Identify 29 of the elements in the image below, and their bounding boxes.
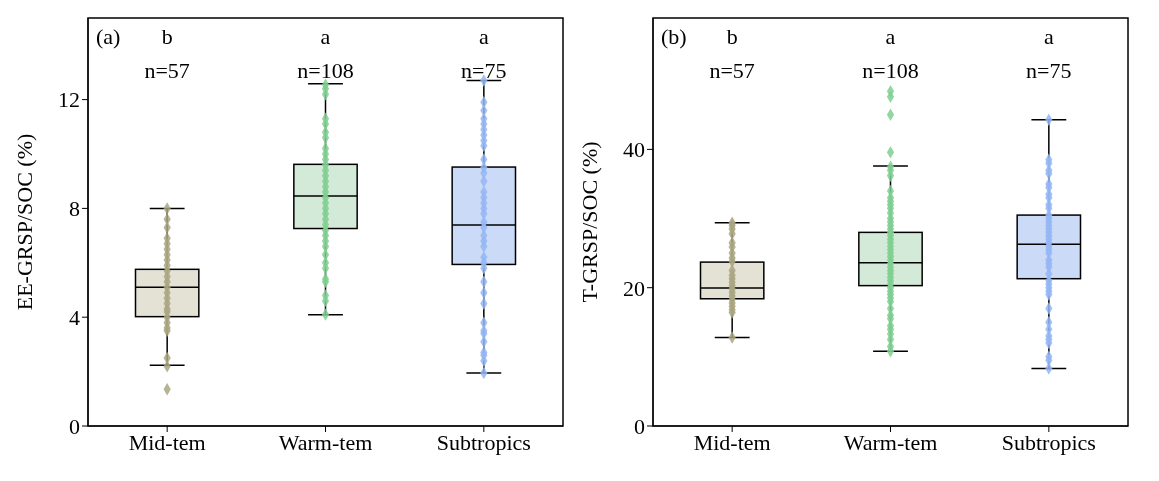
annotation: n=75	[461, 58, 507, 83]
annotation: (b)	[661, 24, 687, 49]
y-tick-label: 4	[69, 305, 80, 331]
x-tick-label: Warm-tem	[278, 429, 373, 455]
annotation: a	[478, 24, 489, 49]
y-tick-label: 12	[58, 87, 80, 113]
annotation: n=108	[297, 58, 354, 83]
x-tick-label: Mid-tem	[693, 429, 771, 455]
annotation: n=57	[709, 58, 755, 83]
y-axis-title: EE-GRSP/SOC (%)	[12, 133, 37, 311]
y-tick-label: 8	[69, 196, 80, 222]
x-tick-label: Subtropics	[436, 429, 531, 455]
annotation: b	[161, 24, 173, 49]
annotation: a	[320, 24, 331, 49]
annotation: n=108	[862, 58, 919, 83]
annotation: n=57	[144, 58, 190, 83]
y-tick-label: 0	[634, 413, 645, 439]
y-tick-label: 0	[69, 413, 80, 439]
annotation: (a)	[96, 24, 121, 49]
x-tick-label: Warm-tem	[843, 429, 938, 455]
y-axis-title: T-GRSP/SOC (%)	[577, 141, 602, 303]
y-tick-label: 20	[623, 275, 645, 301]
annotation: a	[1043, 24, 1054, 49]
annotation: b	[726, 24, 738, 49]
x-tick-label: Mid-tem	[128, 429, 206, 455]
y-tick-label: 40	[623, 137, 645, 163]
x-tick-label: Subtropics	[1001, 429, 1096, 455]
annotation: n=75	[1026, 58, 1072, 83]
annotation: a	[885, 24, 896, 49]
